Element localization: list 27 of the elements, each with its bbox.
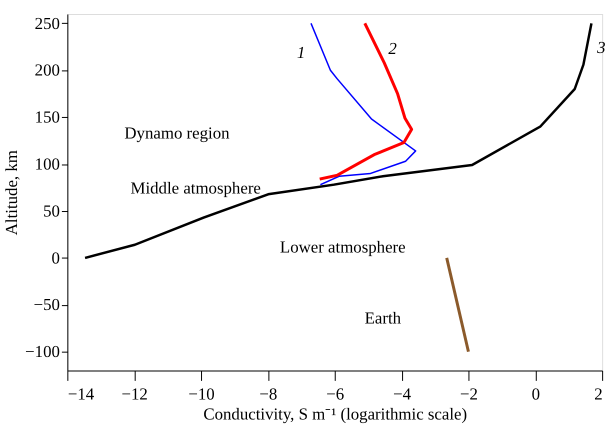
line-series — [84, 22, 593, 260]
series-label: 2 — [388, 39, 398, 58]
x-tick-label: −14 — [68, 384, 95, 404]
y-tick-label: 0 — [51, 248, 60, 268]
series-label: 1 — [296, 42, 306, 62]
y-tick-label: −50 — [34, 295, 60, 314]
annotation: Earth — [364, 308, 402, 328]
x-tick-label: 2 — [594, 384, 603, 404]
y-tick-label: 250 — [34, 14, 60, 33]
annotation: Lower atmosphere — [280, 237, 406, 256]
x-axis-title: Conductivity, S m⁻¹ (logarithmic scale) — [203, 404, 468, 424]
y-tick-label: 50 — [43, 201, 60, 220]
y-tick-label: 150 — [34, 108, 60, 127]
x-tick-label: −4 — [393, 384, 412, 404]
x-tick-label: −10 — [188, 384, 215, 404]
y-tick-label: 200 — [34, 60, 60, 80]
y-tick-label: 100 — [34, 154, 60, 174]
x-tick-label: −6 — [326, 384, 344, 404]
x-tick-label: −2 — [460, 384, 478, 404]
y-tick-label: −100 — [25, 342, 60, 362]
series-label: 3 — [596, 38, 606, 58]
x-tick-label: −8 — [259, 384, 278, 404]
annotation: Middle atmosphere — [130, 178, 261, 198]
y-axis-title: Altitude, km — [2, 150, 22, 236]
annotation: Dynamo region — [124, 123, 230, 142]
x-tick-label: −12 — [122, 384, 148, 404]
x-tick-label: 0 — [532, 384, 540, 404]
